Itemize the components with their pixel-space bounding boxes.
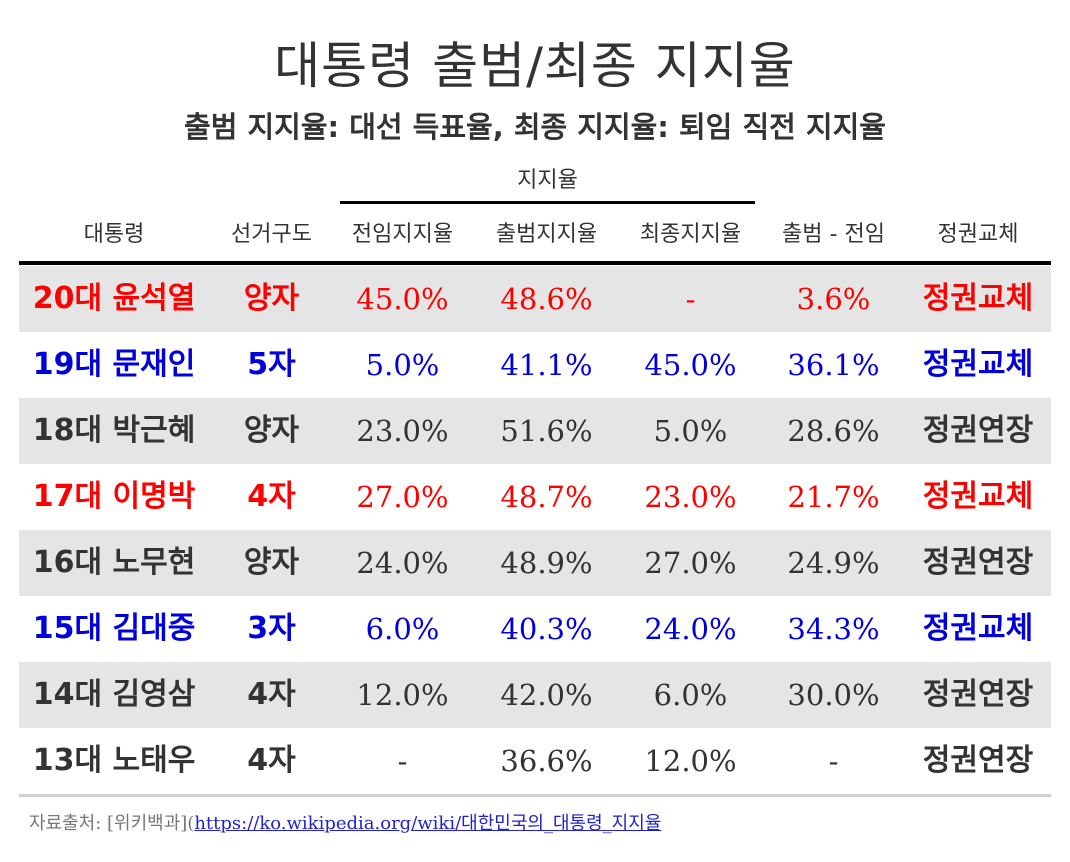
cell-president: 17대 이명박 [32,479,196,514]
cell-diff: 3.6% [796,282,871,316]
column-header-diff: 출범 - 전임 [782,222,885,247]
table-row: 15대 김대중 3자 6.0% 40.3% 24.0% 34.3% 정권교체 [19,596,1051,662]
cell-change: 정권연장 [922,743,1034,778]
table-row: 13대 노태우 4자 - 36.6% 12.0% - 정권연장 [19,728,1051,794]
cell-launch: 36.6% [500,744,593,778]
cell-change: 정권연장 [922,677,1034,712]
cell-prev: 23.0% [356,414,449,448]
table-row: 14대 김영삼 4자 12.0% 42.0% 6.0% 30.0% 정권연장 [19,662,1051,728]
cell-election: 양자 [243,545,300,580]
cell-launch: 48.6% [500,282,593,316]
column-header-election: 선거구도 [231,222,312,247]
cell-final: 23.0% [644,480,737,514]
column-header-change: 정권교체 [937,222,1019,247]
cell-election: 4자 [247,743,296,778]
cell-launch: 42.0% [500,678,593,712]
cell-diff: - [828,744,839,778]
cell-election: 3자 [247,611,296,646]
cell-diff: 28.6% [787,414,880,448]
table-row: 17대 이명박 4자 27.0% 48.7% 23.0% 21.7% 정권교체 [19,464,1051,530]
cell-president: 18대 박근혜 [32,413,196,448]
table-row: 20대 윤석열 양자 45.0% 48.6% - 3.6% 정권교체 [19,266,1051,332]
cell-election: 4자 [247,479,296,514]
cell-final: 12.0% [644,744,737,778]
header-rule [19,261,1051,265]
cell-diff: 30.0% [787,678,880,712]
cell-president: 13대 노태우 [32,743,196,778]
cell-prev: 24.0% [356,546,449,580]
cell-diff: 36.1% [787,348,880,382]
cell-president: 16대 노무현 [32,545,196,580]
cell-final: 45.0% [644,348,737,382]
cell-final: 5.0% [653,414,728,448]
column-group-label: 지지율 [517,168,578,193]
cell-change: 정권교체 [922,479,1034,514]
cell-election: 4자 [247,677,296,712]
cell-diff: 24.9% [787,546,880,580]
cell-prev: 5.0% [365,348,440,382]
cell-launch: 48.9% [500,546,593,580]
cell-election: 양자 [243,281,300,316]
source-prefix: 자료출처: [위키백과]( [29,813,195,834]
cell-prev: - [397,744,408,778]
cell-launch: 48.7% [500,480,593,514]
table-row: 18대 박근혜 양자 23.0% 51.6% 5.0% 28.6% 정권연장 [19,398,1051,464]
cell-president: 15대 김대중 [32,611,196,646]
cell-prev: 27.0% [356,480,449,514]
cell-diff: 21.7% [787,480,880,514]
cell-election: 양자 [243,413,300,448]
column-header-president: 대통령 [83,222,145,247]
page-subtitle: 출범 지지율: 대선 득표율, 최종 지지율: 퇴임 직전 지지율 [184,110,886,144]
cell-change: 정권연장 [922,413,1034,448]
column-header-final: 최종지지율 [639,222,742,247]
cell-prev: 6.0% [365,612,440,646]
cell-launch: 51.6% [500,414,593,448]
source-note: 자료출처: [위키백과](https://ko.wikipedia.org/wi… [29,809,661,835]
column-group-rule [340,201,755,204]
source-link[interactable]: https://ko.wikipedia.org/wiki/대한민국의_대통령_… [194,813,662,834]
cell-launch: 40.3% [500,612,593,646]
table-row: 16대 노무현 양자 24.0% 48.9% 27.0% 24.9% 정권연장 [19,530,1051,596]
cell-final: 24.0% [644,612,737,646]
cell-change: 정권교체 [922,347,1034,382]
cell-final: 6.0% [653,678,728,712]
cell-president: 19대 문재인 [32,347,196,382]
cell-diff: 34.3% [787,612,880,646]
cell-final: 27.0% [644,546,737,580]
cell-president: 20대 윤석열 [32,281,196,316]
cell-election: 5자 [247,347,296,382]
cell-president: 14대 김영삼 [32,677,196,712]
cell-change: 정권교체 [922,281,1034,316]
table-row: 19대 문재인 5자 5.0% 41.1% 45.0% 36.1% 정권교체 [19,332,1051,398]
cell-launch: 41.1% [500,348,593,382]
table-bottom-rule [19,794,1051,797]
cell-change: 정권교체 [922,611,1034,646]
column-header-launch: 출범지지율 [495,222,598,247]
column-header-prev: 전임지지율 [351,222,454,247]
page-title: 대통령 출범/최종 지지율 [274,37,796,95]
cell-prev: 45.0% [356,282,449,316]
cell-prev: 12.0% [356,678,449,712]
cell-change: 정권연장 [922,545,1034,580]
cell-final: - [685,282,696,316]
